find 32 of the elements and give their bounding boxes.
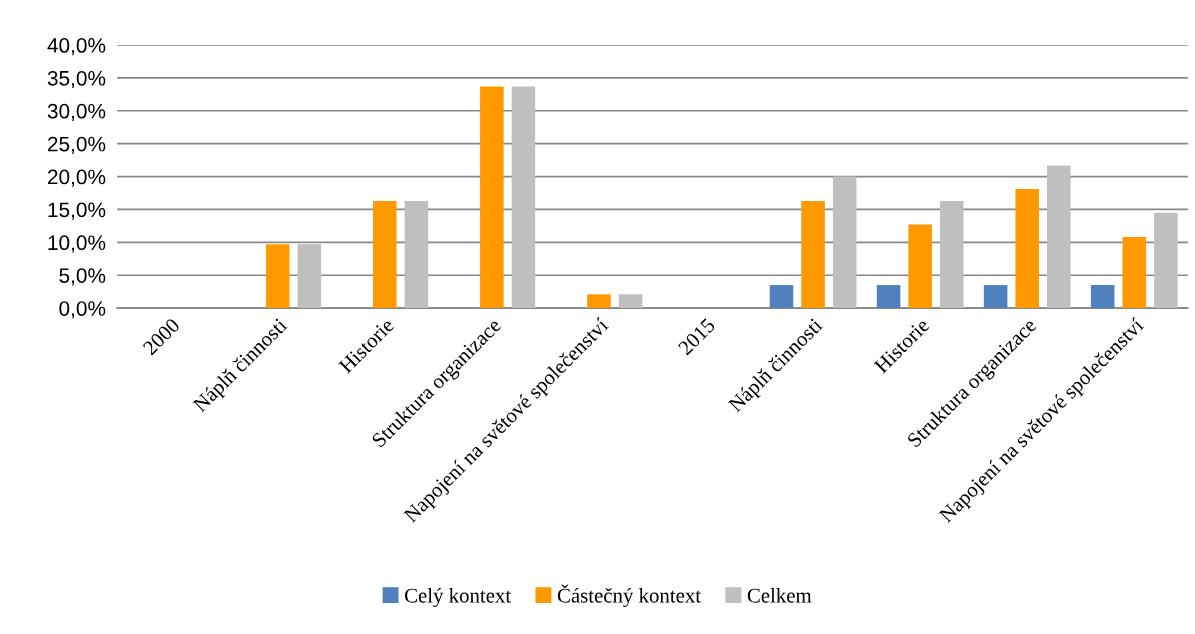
bar (801, 200, 825, 309)
bar (1154, 212, 1178, 309)
y-tick-label: 10,0% (48, 235, 106, 253)
bar (265, 244, 290, 309)
bar (1015, 189, 1039, 309)
bar (618, 294, 643, 309)
bar (297, 244, 322, 309)
y-tick-label: 40,0% (47, 38, 106, 56)
legend-label: Celkem (747, 587, 812, 603)
bar (587, 294, 611, 309)
y-tick-label: 30,0% (47, 103, 106, 122)
y-tick-label: 15,0% (48, 202, 106, 220)
bar (769, 285, 794, 309)
bar (908, 224, 932, 309)
bar (832, 176, 857, 309)
bar (511, 86, 536, 309)
y-tick-label: 5,0% (59, 268, 106, 286)
legend-label: Částečný kontext (557, 584, 701, 607)
y-tick-label: 20,0% (47, 169, 106, 187)
bar (983, 285, 1008, 309)
y-tick-label: 35,0% (47, 70, 106, 89)
y-tick-label: 25,0% (47, 136, 106, 154)
bar (1047, 165, 1071, 309)
bar (373, 200, 397, 309)
legend-label: Celý kontext (404, 587, 512, 607)
bar (1122, 237, 1147, 309)
y-tick-label: 0,0% (59, 301, 106, 319)
bar (876, 285, 901, 309)
bar (404, 200, 429, 309)
bar (1090, 285, 1115, 309)
bar (480, 86, 504, 309)
bar (939, 200, 964, 309)
